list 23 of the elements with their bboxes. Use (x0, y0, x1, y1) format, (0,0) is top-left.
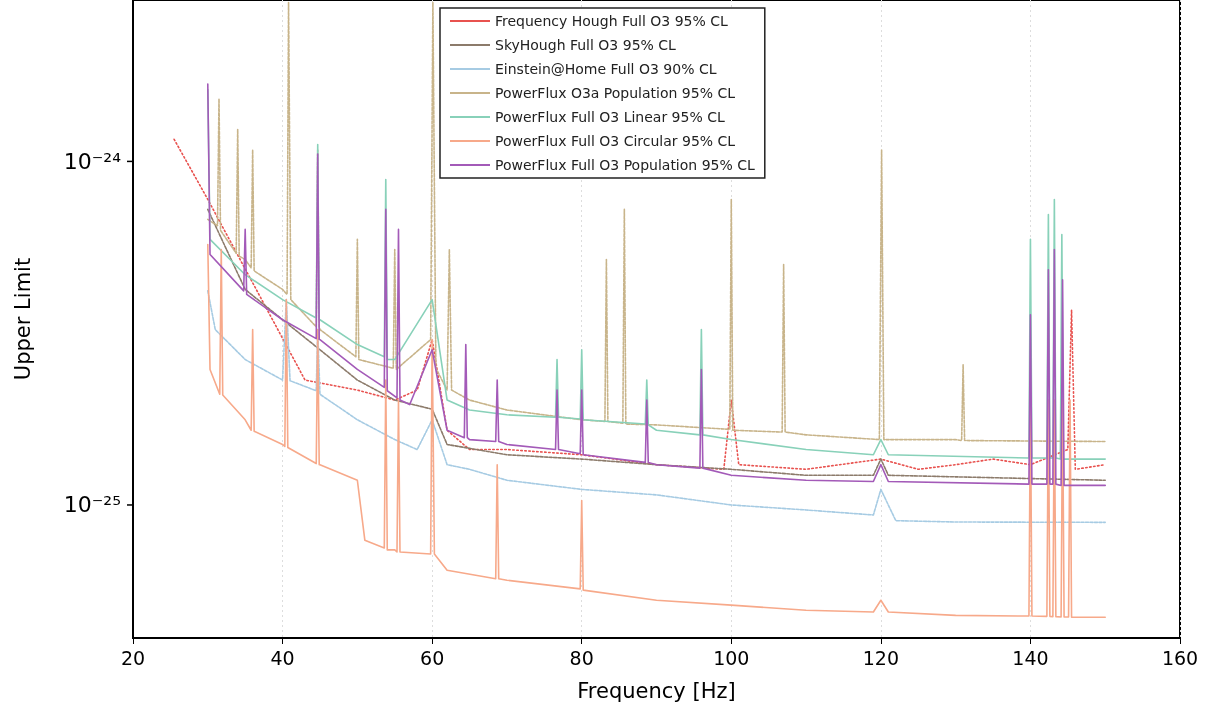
x-tick-label: 160 (1161, 646, 1199, 669)
x-tick-label: 120 (862, 646, 899, 669)
legend-label: PowerFlux O3a Population 95% CL (495, 85, 736, 101)
line-series (206, 208, 1107, 482)
y-axis-title: Upper Limit (10, 257, 35, 381)
line-series (206, 290, 1107, 524)
legend-label: PowerFlux Full O3 Linear 95% CL (495, 109, 725, 125)
y-tick-label: 10⁻²⁴ (63, 148, 122, 174)
x-tick-label: 100 (713, 646, 750, 669)
x-axis-title: Frequency [Hz] (577, 678, 736, 703)
line-series (206, 243, 1107, 619)
legend-label: Frequency Hough Full O3 95% CL (495, 13, 729, 29)
line-series (206, 1, 1107, 443)
legend-label: SkyHough Full O3 95% CL (495, 37, 677, 53)
x-tick-label: 140 (1012, 646, 1049, 669)
legend-label: PowerFlux Full O3 Circular 95% CL (495, 133, 736, 149)
y-tick-label: 10⁻²⁵ (63, 492, 121, 518)
x-tick-label: 80 (569, 646, 594, 669)
x-tick-label: 60 (420, 646, 445, 669)
x-tick-label: 20 (120, 646, 146, 669)
x-tick-label: 40 (270, 646, 295, 669)
legend-label: PowerFlux Full O3 Population 95% CL (495, 157, 755, 173)
legend-label: Einstein@Home Full O3 90% CL (495, 61, 717, 77)
